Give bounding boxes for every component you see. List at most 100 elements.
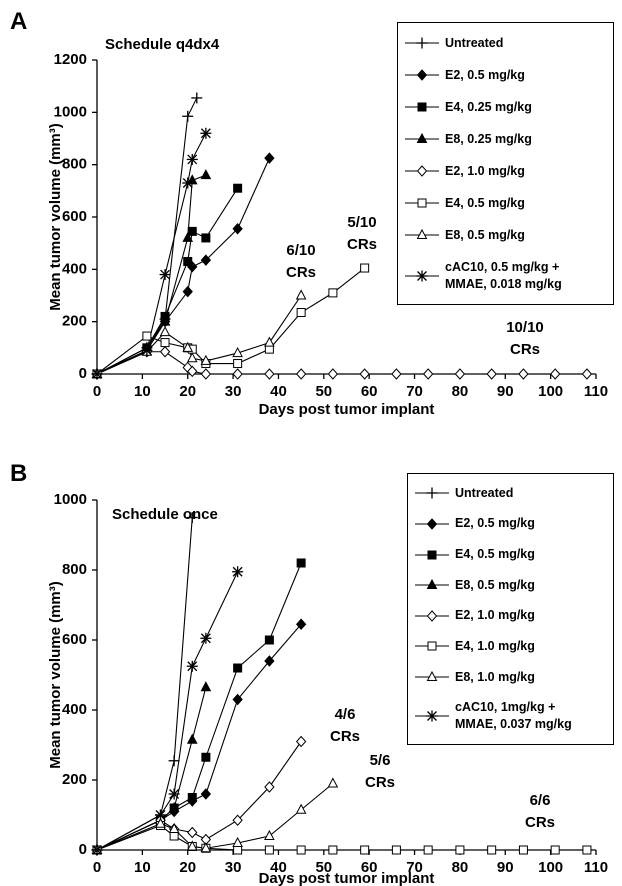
data-point xyxy=(168,822,180,833)
data-point xyxy=(518,368,529,380)
data-point xyxy=(200,842,212,853)
marker-shape xyxy=(200,169,212,180)
marker-shape xyxy=(264,829,275,840)
marker-shape xyxy=(426,518,438,530)
legend-label: E8, 0.5 mg/kg xyxy=(445,227,525,242)
marker-shape xyxy=(391,368,402,380)
data-point xyxy=(582,845,592,855)
legend-symbol xyxy=(415,487,449,499)
data-point xyxy=(186,153,198,165)
marker-shape xyxy=(182,285,193,298)
marker-shape xyxy=(264,781,275,793)
marker-shape xyxy=(232,368,243,380)
legend-symbol xyxy=(415,550,449,560)
data-point xyxy=(264,368,275,380)
x-tick-label: 20 xyxy=(179,859,196,876)
x-axis-title: Days post tumor implant xyxy=(259,870,435,886)
panel-label: B xyxy=(10,460,28,487)
series-line xyxy=(96,687,207,851)
data-point xyxy=(182,177,194,189)
legend-label: E8, 1.0 mg/kg xyxy=(455,669,535,684)
series-line xyxy=(96,562,302,851)
data-point xyxy=(233,845,243,855)
data-point xyxy=(182,231,194,242)
annotation: 4/6 CRs xyxy=(329,706,360,745)
data-point xyxy=(296,308,306,318)
series-line xyxy=(96,295,302,375)
x-tick-label: 110 xyxy=(584,383,608,400)
marker-shape xyxy=(169,831,179,841)
marker-shape xyxy=(423,845,433,855)
marker-stroke xyxy=(169,789,180,799)
data-point xyxy=(186,660,198,672)
legend-item: E8, 0.5 mg/kg xyxy=(414,577,607,594)
marker-shape xyxy=(200,368,212,380)
annotation: 5/10 CRs xyxy=(346,214,377,253)
legend-item: E4, 1.0 mg/kg xyxy=(414,638,607,655)
marker-shape xyxy=(359,368,370,380)
data-point xyxy=(187,826,198,839)
marker-shape xyxy=(160,338,170,348)
legend-label: E4, 0.5 mg/kg xyxy=(455,547,535,562)
marker-shape xyxy=(233,183,243,193)
marker-shape xyxy=(264,845,274,855)
marker-stroke xyxy=(155,810,166,820)
data-point xyxy=(327,368,339,380)
marker-shape xyxy=(187,793,197,802)
data-point xyxy=(423,845,433,855)
legend-label: E8, 0.25 mg/kg xyxy=(445,131,532,146)
marker-shape xyxy=(550,845,560,855)
marker-shape xyxy=(327,777,339,788)
data-point xyxy=(200,681,212,692)
x-tick-label: 80 xyxy=(452,859,469,876)
data-point xyxy=(518,845,528,855)
series-line xyxy=(96,351,587,375)
legend: Untreated E2, 0.5 mg/kg E4, 0.25 mg/kg E8, … xyxy=(397,22,614,305)
x-tick-label: 50 xyxy=(315,383,332,400)
legend-item: E4, 0.5 mg/kg xyxy=(404,195,607,212)
marker-stroke xyxy=(417,270,427,281)
data-point xyxy=(168,755,180,767)
series-line xyxy=(96,133,207,375)
x-tick-label: 100 xyxy=(538,859,563,876)
y-tick-label: 600 xyxy=(62,631,87,648)
marker-shape xyxy=(264,152,275,164)
data-point xyxy=(581,368,593,380)
legend-label: cAC10, 0.5 mg/kg + MMAE, 0.018 mg/kg xyxy=(445,259,562,291)
marker-shape xyxy=(232,693,243,706)
marker-shape xyxy=(416,132,428,143)
marker-shape xyxy=(487,845,497,855)
data-point xyxy=(186,174,198,185)
legend-item: E4, 0.25 mg/kg xyxy=(404,99,607,116)
data-point xyxy=(328,845,338,855)
data-point xyxy=(91,844,103,856)
y-axis-title: Mean tumor volume (mm³) xyxy=(47,123,64,311)
data-point xyxy=(233,663,243,673)
marker-stroke xyxy=(160,269,171,280)
data-point xyxy=(359,368,370,380)
marker-stroke xyxy=(232,566,243,577)
marker-shape xyxy=(186,352,198,363)
marker-shape xyxy=(142,331,152,341)
data-point xyxy=(264,336,275,347)
y-tick-label: 800 xyxy=(62,561,87,578)
marker-shape xyxy=(295,618,307,630)
data-point xyxy=(201,233,211,243)
marker-stroke xyxy=(92,369,102,379)
marker-shape xyxy=(360,845,370,855)
data-point xyxy=(232,836,243,847)
data-point xyxy=(91,368,103,380)
marker-shape xyxy=(581,368,593,380)
marker-shape xyxy=(233,663,243,673)
marker-shape xyxy=(296,845,306,855)
legend-item: E2, 1.0 mg/kg xyxy=(414,607,607,624)
legend-label: E2, 1.0 mg/kg xyxy=(445,163,525,178)
y-tick-label: 1000 xyxy=(54,103,87,120)
data-point xyxy=(232,566,244,578)
legend-label: E4, 0.25 mg/kg xyxy=(445,99,532,114)
marker-shape xyxy=(296,558,306,568)
legend-symbol xyxy=(415,641,449,651)
y-tick-label: 600 xyxy=(62,208,87,225)
data-point xyxy=(233,183,243,193)
